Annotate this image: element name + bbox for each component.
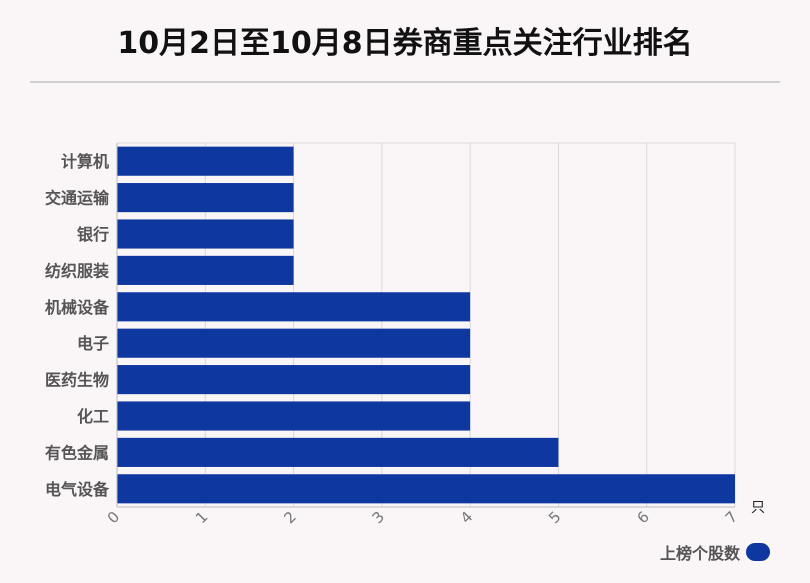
bar-4[interactable] (117, 255, 294, 285)
bar-1[interactable] (117, 146, 294, 176)
category-label: 交通运输 (45, 189, 110, 208)
x-tick-label: 6 (633, 508, 652, 527)
bar-6[interactable] (117, 328, 471, 358)
bar-5[interactable] (117, 292, 471, 322)
legend[interactable]: 上榜个股数 (660, 540, 770, 564)
title-divider (30, 81, 780, 83)
category-label: 计算机 (61, 152, 109, 171)
x-tick-label: 7 (722, 508, 741, 527)
bar-3[interactable] (117, 219, 294, 249)
category-label: 医药生物 (45, 371, 109, 390)
x-axis-unit-label: 只 (751, 500, 765, 516)
x-tick-label: 0 (104, 508, 123, 527)
legend-swatch-icon (746, 543, 770, 561)
category-label: 化工 (77, 407, 109, 426)
bar-8[interactable] (117, 401, 471, 431)
bar-9[interactable] (117, 437, 559, 467)
category-label: 机械设备 (45, 298, 110, 317)
category-label: 有色金属 (45, 443, 109, 462)
category-label: 电子 (77, 334, 109, 353)
bar-7[interactable] (117, 365, 471, 395)
category-label: 银行 (77, 225, 109, 244)
x-tick-label: 1 (192, 508, 211, 527)
x-tick-label: 4 (457, 508, 476, 527)
chart-title: 10月2日至10月8日券商重点关注行业排名 (117, 26, 693, 61)
x-tick-label: 3 (369, 508, 388, 527)
x-tick-label: 5 (545, 508, 564, 527)
legend-label: 上榜个股数 (659, 544, 740, 563)
bar-10[interactable] (117, 474, 735, 504)
category-label: 电气设备 (45, 480, 110, 499)
bar-2[interactable] (117, 183, 294, 213)
category-label: 纺织服装 (45, 261, 109, 280)
x-tick-label: 2 (280, 508, 299, 527)
